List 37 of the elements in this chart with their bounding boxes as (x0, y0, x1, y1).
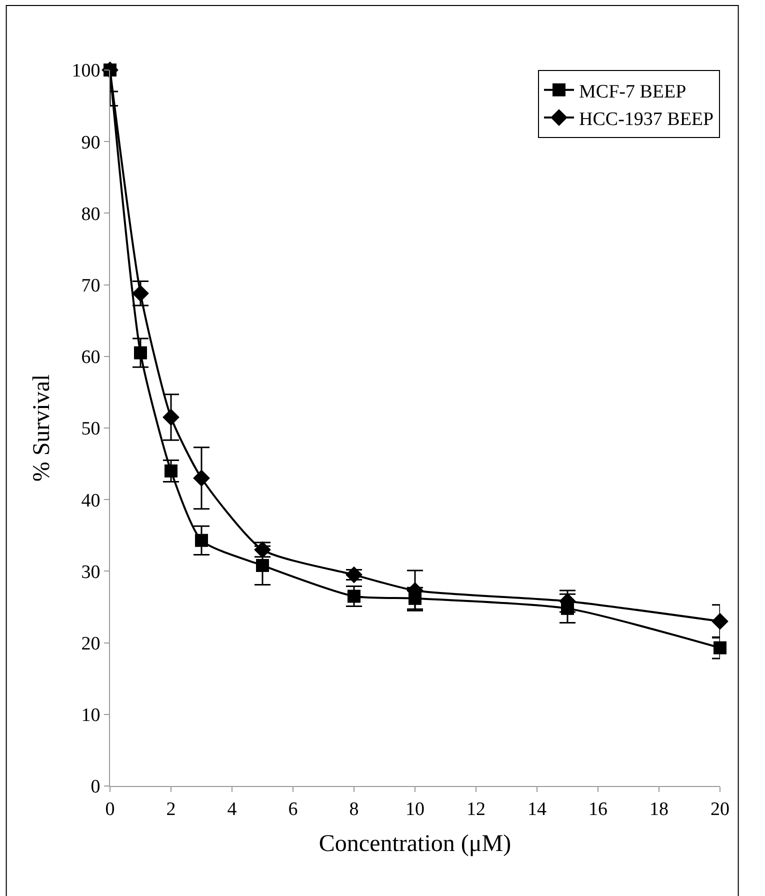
point (714, 641, 726, 654)
y-tick-label: 70 (81, 275, 100, 296)
y-tick-label: 10 (81, 705, 100, 726)
y-tick-label: 0 (90, 776, 100, 798)
x-tick-label: 2 (166, 798, 176, 820)
legend-label: MCF-7 BEEP (579, 81, 686, 102)
y-tick-label: 60 (81, 347, 100, 368)
y-tick-label: 80 (81, 204, 100, 225)
point (162, 408, 180, 426)
point (193, 470, 210, 487)
x-tick-label: 6 (288, 798, 298, 820)
point (345, 566, 363, 584)
x-tick-label: 20 (710, 798, 730, 820)
x-tick-label: 8 (349, 798, 359, 820)
point (712, 612, 728, 630)
point (256, 558, 269, 572)
x-axis-title: Concentration (μM) (318, 831, 512, 858)
y-tick-label: 30 (81, 562, 100, 583)
point (164, 464, 178, 478)
point (348, 590, 360, 603)
point (134, 346, 147, 360)
point (132, 284, 149, 302)
y-tick-label: 100 (72, 60, 100, 82)
legend-label: HCC-1937 BEEP (579, 108, 714, 130)
x-tick-label: 18 (650, 798, 668, 820)
x-tick-label: 12 (466, 798, 486, 820)
x-tick-label: 10 (406, 798, 424, 820)
x-tick-label: 4 (227, 798, 238, 820)
y-tick-label: 50 (81, 418, 100, 440)
x-tick-label: 0 (105, 798, 115, 820)
y-tick-label: 20 (81, 633, 100, 654)
y-axis-title: % Survival (28, 374, 55, 482)
y-tick-label: 40 (81, 490, 100, 512)
point (195, 534, 208, 547)
y-tick-label: 90 (81, 132, 100, 154)
x-tick-label: 14 (528, 798, 547, 820)
x-tick-label: 16 (588, 798, 608, 820)
